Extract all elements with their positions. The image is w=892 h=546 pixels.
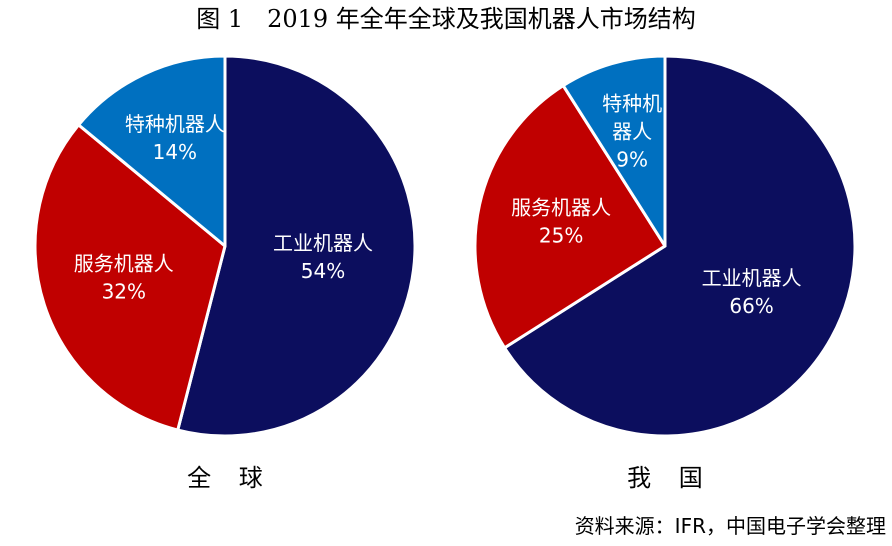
pie-slice-china-1 — [473, 84, 667, 350]
slice-value-label-global-0: 54% — [301, 259, 345, 283]
slice-value-label-china-0: 66% — [729, 294, 773, 318]
slice-category-label-global-2: 特种机器人 — [125, 112, 225, 136]
slice-category-label-china-1: 服务机器人 — [511, 195, 611, 219]
pie-slice-china-2 — [561, 54, 667, 248]
slice-value-label-china-1: 25% — [539, 223, 583, 247]
slice-category-label-global-0: 工业机器人 — [273, 231, 373, 255]
pie-chart-china: 工业机器人 66% 服务机器人 25% 特种机器人 9% — [473, 54, 857, 438]
slice-category-label-china-2: 特种机 — [602, 91, 662, 115]
slice-value-label-global-1: 32% — [102, 279, 146, 303]
pie-slice-global-0 — [176, 54, 417, 438]
pie-subtitle-global: 全 球 — [187, 464, 273, 492]
slice-value-label-china-2: 9% — [616, 147, 648, 171]
slice-category-label-china-0: 工业机器人 — [702, 266, 802, 290]
source-note: 资料来源：IFR，中国电子学会整理 — [574, 514, 886, 538]
pie-chart-global: 工业机器人 54% 服务机器人 32% 特种机器人 14% — [33, 54, 417, 438]
pie-subtitle-china: 我 国 — [627, 464, 713, 492]
pie-slice-global-2 — [77, 54, 227, 248]
slice-category-label-china-2: 器人 — [612, 119, 652, 143]
slice-category-label-global-1: 服务机器人 — [74, 251, 174, 275]
slice-value-label-global-2: 14% — [153, 140, 197, 164]
pie-slice-china-0 — [503, 54, 857, 438]
figure-title: 图 1 2019 年全年全球及我国机器人市场结构 — [196, 5, 696, 33]
pie-slice-global-1 — [33, 123, 227, 432]
